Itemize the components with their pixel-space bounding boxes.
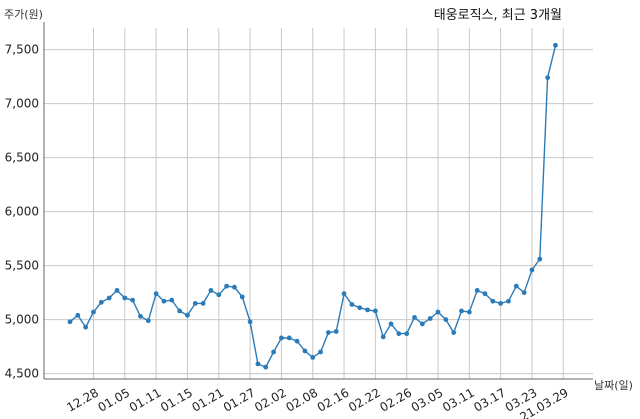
price-point	[427, 316, 433, 321]
price-point	[239, 294, 245, 300]
price-point	[271, 349, 276, 355]
price-point	[419, 321, 425, 327]
chart-title: 태웅로직스, 최근 3개월	[434, 8, 562, 23]
price-point	[490, 298, 496, 304]
price-point	[396, 331, 402, 337]
x-tick-label: 02.16	[315, 385, 352, 414]
y-tick-label: 7,500	[5, 43, 39, 57]
x-tick-label: 02.08	[283, 385, 320, 414]
price-series	[67, 42, 558, 370]
price-point	[153, 291, 159, 297]
price-point	[388, 321, 394, 327]
price-point	[294, 338, 300, 344]
price-point	[224, 283, 230, 289]
y-tick-label: 5,000	[5, 313, 39, 327]
price-point	[232, 284, 237, 290]
x-tick-labels: 12.2801.0501.1101.1501.2101.2702.0202.08…	[64, 385, 571, 419]
axis-layer	[43, 22, 593, 380]
price-point	[513, 283, 519, 289]
price-point	[208, 288, 214, 293]
price-point	[325, 330, 331, 335]
price-point	[553, 42, 558, 48]
x-tick-label: 01.05	[96, 385, 133, 414]
price-point	[506, 298, 511, 304]
price-point	[521, 290, 527, 295]
price-point	[185, 312, 190, 318]
price-point	[279, 335, 284, 341]
price-point	[357, 305, 363, 311]
price-point	[98, 299, 104, 305]
price-point	[255, 361, 261, 367]
price-point	[545, 75, 551, 81]
price-point	[443, 317, 449, 322]
price-point	[529, 267, 535, 273]
x-tick-label: 12.28	[64, 385, 101, 414]
x-tick-label: 01.15	[158, 385, 195, 414]
price-point	[216, 292, 222, 298]
price-point	[451, 330, 457, 335]
price-point	[75, 312, 81, 318]
grid-layer	[44, 28, 593, 379]
price-point	[349, 302, 355, 307]
y-axis-label: 주가(원)	[4, 8, 43, 21]
price-point	[459, 308, 464, 314]
price-point	[404, 331, 410, 337]
price-point	[67, 319, 73, 325]
price-point	[498, 301, 504, 306]
price-point	[138, 313, 143, 319]
x-tick-label: 03.17	[471, 385, 508, 414]
x-tick-label: 03.05	[409, 385, 446, 414]
price-point	[91, 309, 96, 315]
y-tick-label: 6,500	[5, 151, 39, 165]
y-tick-label: 6,000	[5, 205, 39, 219]
y-tick-label: 4,500	[5, 367, 39, 381]
price-point	[310, 355, 316, 360]
price-point	[177, 308, 183, 314]
y-tick-label: 7,000	[5, 97, 39, 111]
price-point	[380, 334, 386, 340]
price-point	[286, 335, 292, 341]
price-point	[318, 349, 323, 355]
price-point	[482, 291, 488, 297]
price-point	[263, 364, 269, 370]
x-tick-label: 03.11	[440, 385, 477, 414]
price-point	[466, 309, 472, 315]
x-tick-label: 01.11	[127, 385, 164, 414]
price-point	[412, 315, 417, 320]
price-point	[435, 309, 441, 315]
x-tick-label: 02.26	[377, 385, 414, 414]
price-point	[83, 324, 89, 330]
y-tick-labels: 4,500 5,000 5,500 6,000 6,500 7,000 7,500	[5, 43, 39, 381]
price-point	[537, 256, 543, 262]
price-point	[474, 288, 480, 293]
price-point	[341, 291, 347, 297]
x-axis-label: 날짜(일)	[594, 378, 633, 392]
price-point	[192, 301, 198, 306]
price-point	[169, 297, 175, 303]
price-point	[372, 308, 378, 314]
price-point	[106, 295, 112, 301]
price-point	[130, 297, 136, 303]
price-point	[145, 318, 151, 324]
price-point	[247, 319, 253, 325]
price-point	[122, 295, 128, 301]
y-tick-label: 5,500	[5, 259, 39, 273]
price-point	[200, 301, 206, 306]
price-point	[302, 348, 308, 354]
price-point	[114, 288, 120, 293]
x-tick-label: 02.22	[346, 385, 383, 414]
x-tick-label: 02.02	[252, 385, 289, 414]
price-point	[333, 329, 339, 334]
x-tick-label: 01.21	[190, 385, 227, 414]
x-tick-label: 01.27	[221, 385, 258, 414]
price-point	[365, 307, 370, 313]
price-point	[161, 298, 167, 304]
